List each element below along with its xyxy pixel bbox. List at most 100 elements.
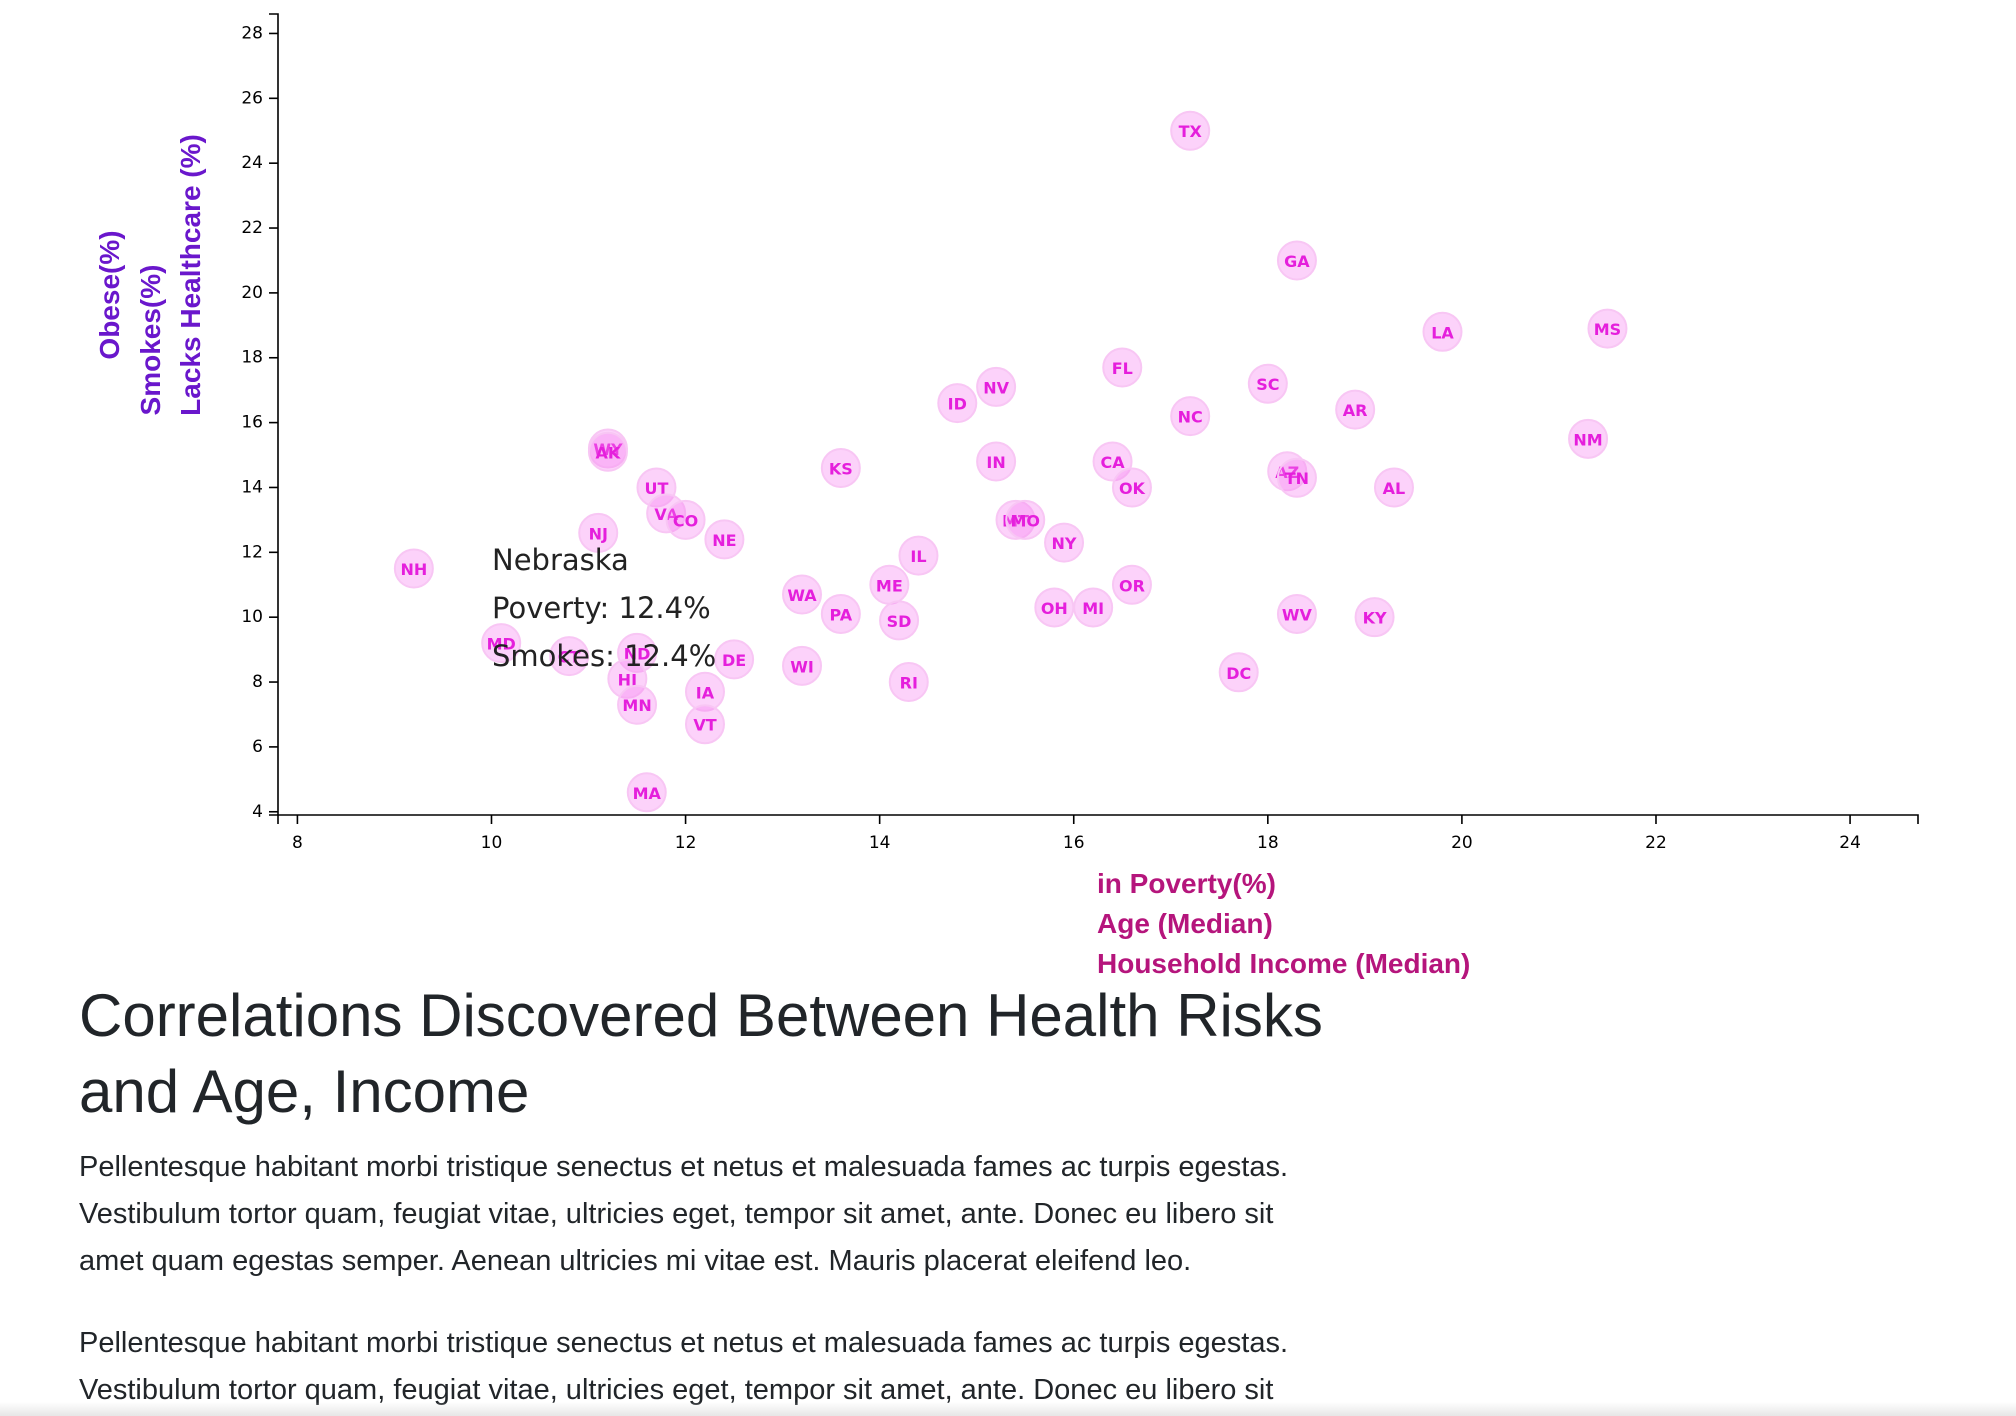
state-circle[interactable] <box>617 632 658 673</box>
x-axis-label[interactable]: Age (Median) <box>1097 908 1273 939</box>
state-circle[interactable] <box>665 499 706 540</box>
state-point-ar[interactable]: AR <box>1335 389 1376 430</box>
state-point-ky[interactable]: KY <box>1354 597 1395 638</box>
state-point-mi[interactable]: MI <box>1073 587 1114 628</box>
state-point-ri[interactable]: RI <box>888 662 929 703</box>
state-point-ia[interactable]: IA <box>684 671 725 712</box>
x-axis-label[interactable]: Household Income (Median) <box>1097 948 1470 979</box>
state-point-wa[interactable]: WA <box>782 574 823 615</box>
state-point-me[interactable]: ME <box>869 564 910 605</box>
state-point-vt[interactable]: VT <box>684 704 725 745</box>
state-point-al[interactable]: AL <box>1373 467 1414 508</box>
state-point-ga[interactable]: GA <box>1276 240 1317 281</box>
state-point-nh[interactable]: NH <box>393 548 434 589</box>
state-point-fl[interactable]: FL <box>1102 347 1143 388</box>
state-circle[interactable] <box>1247 363 1288 404</box>
state-point-wi[interactable]: WI <box>782 645 823 686</box>
state-point-mo[interactable]: MO <box>1005 499 1046 540</box>
state-point-ak[interactable]: AK <box>587 431 628 472</box>
state-point-dc[interactable]: DC <box>1218 652 1259 693</box>
state-circle[interactable] <box>704 519 745 560</box>
state-circle[interactable] <box>1568 418 1609 459</box>
state-circle[interactable] <box>782 645 823 686</box>
state-circle[interactable] <box>684 671 725 712</box>
state-point-ms[interactable]: MS <box>1587 308 1628 349</box>
state-point-mn[interactable]: MN <box>617 684 658 725</box>
state-circle[interactable] <box>820 593 861 634</box>
state-circle[interactable] <box>1170 110 1211 151</box>
state-point-md[interactable]: MD <box>481 623 522 664</box>
state-point-pa[interactable]: PA <box>820 593 861 634</box>
state-circle[interactable] <box>1111 467 1152 508</box>
state-point-or[interactable]: OR <box>1111 564 1152 605</box>
state-circle[interactable] <box>1111 564 1152 605</box>
state-circle[interactable] <box>1422 311 1463 352</box>
state-point-wv[interactable]: WV <box>1276 593 1317 634</box>
state-point-nj[interactable]: NJ <box>578 512 619 553</box>
state-point-nd[interactable]: ND <box>617 632 658 673</box>
state-circle[interactable] <box>393 548 434 589</box>
state-point-ks[interactable]: KS <box>820 448 861 489</box>
state-point-tn[interactable]: TN <box>1276 457 1317 498</box>
state-circle[interactable] <box>1373 467 1414 508</box>
state-point-mt[interactable]: MT <box>995 499 1036 540</box>
state-circle[interactable] <box>636 467 677 508</box>
state-circle[interactable] <box>587 431 628 472</box>
y-axis-label[interactable]: Lacks Healthcare (%) <box>175 134 206 416</box>
state-circle[interactable] <box>820 448 861 489</box>
state-circle[interactable] <box>976 366 1017 407</box>
state-circle[interactable] <box>626 772 667 813</box>
state-circle[interactable] <box>617 684 658 725</box>
state-circle[interactable] <box>578 512 619 553</box>
state-point-sc[interactable]: SC <box>1247 363 1288 404</box>
state-circle[interactable] <box>481 623 522 664</box>
state-circle[interactable] <box>976 441 1017 482</box>
state-point-id[interactable]: ID <box>937 383 978 424</box>
state-circle[interactable] <box>1102 347 1143 388</box>
state-point-wy[interactable]: WY <box>587 428 628 469</box>
state-point-ma[interactable]: MA <box>626 772 667 813</box>
state-point-la[interactable]: LA <box>1422 311 1463 352</box>
y-axis-label[interactable]: Smokes(%) <box>135 265 166 416</box>
state-circle[interactable] <box>1354 597 1395 638</box>
state-point-in[interactable]: IN <box>976 441 1017 482</box>
state-circle[interactable] <box>1073 587 1114 628</box>
state-circle[interactable] <box>1170 396 1211 437</box>
state-point-il[interactable]: IL <box>898 535 939 576</box>
state-circle[interactable] <box>879 600 920 641</box>
state-point-nm[interactable]: NM <box>1568 418 1609 459</box>
state-circle[interactable] <box>1218 652 1259 693</box>
state-circle[interactable] <box>995 499 1036 540</box>
state-circle[interactable] <box>1335 389 1376 430</box>
state-point-ny[interactable]: NY <box>1044 522 1085 563</box>
state-circle[interactable] <box>684 704 725 745</box>
state-point-tx[interactable]: TX <box>1170 110 1211 151</box>
state-point-co[interactable]: CO <box>665 499 706 540</box>
x-axis-label[interactable]: in Poverty(%) <box>1097 868 1276 899</box>
state-circle[interactable] <box>607 658 648 699</box>
state-circle[interactable] <box>937 383 978 424</box>
state-circle[interactable] <box>782 574 823 615</box>
y-axis-label[interactable]: Obese(%) <box>94 230 125 359</box>
state-circle[interactable] <box>1005 499 1046 540</box>
state-point-hi[interactable]: HI <box>607 658 648 699</box>
state-point-ne[interactable]: NE <box>704 519 745 560</box>
state-point-ut[interactable]: UT <box>636 467 677 508</box>
state-point-sd[interactable]: SD <box>879 600 920 641</box>
state-circle[interactable] <box>898 535 939 576</box>
state-point-oh[interactable]: OH <box>1034 587 1075 628</box>
state-circle[interactable] <box>1276 593 1317 634</box>
state-circle[interactable] <box>1276 457 1317 498</box>
state-circle[interactable] <box>549 636 590 677</box>
state-point-de[interactable]: DE <box>714 639 755 680</box>
state-circle[interactable] <box>888 662 929 703</box>
state-label: IN <box>986 453 1005 472</box>
state-circle[interactable] <box>1044 522 1085 563</box>
state-point-nc[interactable]: NC <box>1170 396 1211 437</box>
state-point-ct[interactable]: CT <box>549 636 590 677</box>
state-point-nv[interactable]: NV <box>976 366 1017 407</box>
state-circle[interactable] <box>1276 240 1317 281</box>
state-circle[interactable] <box>714 639 755 680</box>
state-circle[interactable] <box>1587 308 1628 349</box>
state-point-ok[interactable]: OK <box>1111 467 1152 508</box>
